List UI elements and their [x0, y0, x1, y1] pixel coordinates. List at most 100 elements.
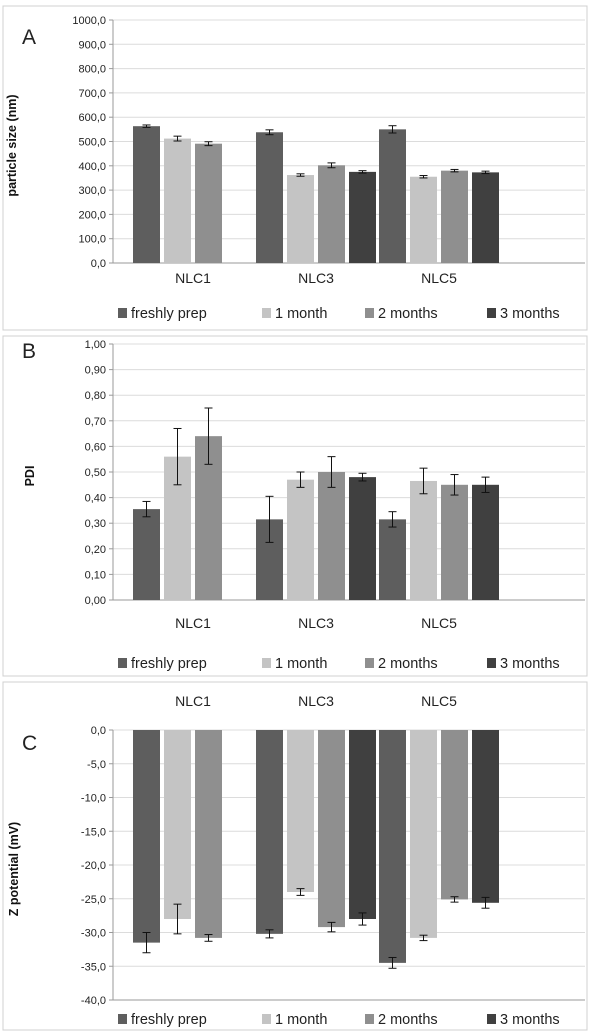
bar-1-month-nlc5: [410, 730, 437, 938]
y-tick-label: -15,0: [81, 826, 106, 838]
legend-swatch: [262, 658, 271, 668]
legend-swatch: [118, 1014, 127, 1024]
category-label: NLC3: [298, 270, 334, 286]
legend-label: 3 months: [500, 656, 560, 672]
legend-swatch: [487, 308, 496, 318]
category-label: NLC5: [421, 270, 457, 286]
bar-freshly-prep-nlc3: [256, 730, 283, 934]
bar-freshly-prep-nlc1: [133, 126, 160, 263]
legend-swatch: [365, 1014, 374, 1024]
bar-2-months-nlc3: [318, 165, 345, 263]
bar-freshly-prep-nlc1: [133, 509, 160, 600]
category-label: NLC3: [298, 693, 334, 709]
y-tick-label: 0,50: [85, 467, 106, 479]
y-tick-label: -30,0: [81, 928, 106, 940]
y-tick-label: 0,10: [85, 569, 106, 581]
bar-2-months-nlc5: [441, 730, 468, 900]
legend-label: freshly prep: [131, 656, 207, 672]
panel-frame: [2, 681, 588, 1031]
bar-3-months-nlc5: [472, 730, 499, 903]
y-tick-label: 600,0: [78, 112, 106, 124]
y-tick-label: 700,0: [78, 88, 106, 100]
y-tick-label: 100,0: [78, 234, 106, 246]
y-tick-label: -25,0: [81, 894, 106, 906]
bar-freshly-prep-nlc5: [379, 519, 406, 600]
bar-1-month-nlc3: [287, 730, 314, 892]
y-tick-label: 200,0: [78, 209, 106, 221]
category-label: NLC3: [298, 615, 334, 631]
panel-letter: A: [22, 26, 36, 49]
y-tick-label: 0,0: [91, 258, 106, 270]
legend-label: freshly prep: [131, 306, 207, 322]
legend-swatch: [262, 1014, 271, 1024]
panel-frame: [2, 335, 588, 677]
panel-letter: B: [22, 340, 36, 363]
bar-1-month-nlc1: [164, 138, 191, 263]
legend-label: 2 months: [378, 1012, 438, 1028]
category-label: NLC1: [175, 693, 211, 709]
y-axis-label: Z potential (mV): [7, 822, 21, 916]
bar-2-months-nlc5: [441, 170, 468, 263]
bar-2-months-nlc1: [195, 143, 222, 263]
chart-panel-a: A 0,0 100,0 200,0 300,0 400,0 500,0 600,0 700,0 8…: [2, 5, 588, 331]
bar-2-months-nlc1: [195, 730, 222, 938]
bar-1-month-nlc5: [410, 176, 437, 263]
bar-1-month-nlc3: [287, 175, 314, 263]
bar-1-month-nlc1: [164, 730, 191, 919]
bar-freshly-prep-nlc3: [256, 132, 283, 263]
category-label: NLC1: [175, 270, 211, 286]
bar-freshly-prep-nlc1: [133, 730, 160, 943]
y-tick-label: 0,40: [85, 493, 106, 505]
y-tick-label: 0,60: [85, 441, 106, 453]
legend-label: 1 month: [275, 306, 327, 322]
legend-label: 1 month: [275, 1012, 327, 1028]
legend-label: 2 months: [378, 306, 438, 322]
legend-swatch: [262, 308, 271, 318]
y-tick-label: 0,80: [85, 390, 106, 402]
bar-1-month-nlc3: [287, 479, 314, 600]
legend-swatch: [365, 308, 374, 318]
bar-3-months-nlc5: [472, 484, 499, 600]
y-axis-label: particle size (nm): [5, 94, 19, 196]
legend-label: 1 month: [275, 656, 327, 672]
y-tick-label: 0,30: [85, 518, 106, 530]
y-tick-label: 400,0: [78, 161, 106, 173]
y-tick-label: 300,0: [78, 185, 106, 197]
panel-letter: C: [22, 732, 37, 755]
y-tick-label: 900,0: [78, 39, 106, 51]
legend-swatch: [118, 658, 127, 668]
y-tick-label: -10,0: [81, 793, 106, 805]
category-label: NLC1: [175, 615, 211, 631]
y-tick-label: 500,0: [78, 137, 106, 149]
bar-3-months-nlc3: [349, 171, 376, 263]
y-tick-label: 0,90: [85, 365, 106, 377]
bar-freshly-prep-nlc5: [379, 730, 406, 963]
category-label: NLC5: [421, 693, 457, 709]
y-tick-label: -40,0: [81, 995, 106, 1007]
y-tick-label: -20,0: [81, 860, 106, 872]
chart-panel-b: B 0,00 0,10 0,20 0,30 0,40 0,50 0,60 0,70 0,80 0,9…: [2, 335, 588, 677]
legend-label: 3 months: [500, 1012, 560, 1028]
y-tick-label: 0,70: [85, 416, 106, 428]
bar-2-months-nlc5: [441, 484, 468, 600]
bar-freshly-prep-nlc5: [379, 129, 406, 263]
y-tick-label: 0,0: [91, 725, 106, 737]
y-tick-label: -35,0: [81, 961, 106, 973]
y-tick-label: 0,20: [85, 544, 106, 556]
bar-2-months-nlc3: [318, 472, 345, 600]
bar-1-month-nlc5: [410, 480, 437, 600]
bar-2-months-nlc3: [318, 730, 345, 928]
legend-swatch: [365, 658, 374, 668]
bar-3-months-nlc3: [349, 730, 376, 919]
y-axis-label: PDI: [23, 466, 37, 487]
y-tick-label: 1000,0: [72, 15, 106, 27]
chart-panel-c: C 0,0 -5,0 -10,0 -15,0 -20,0 -25,0 -30,0 -35,0 -4…: [2, 681, 588, 1031]
panel-frame: [2, 5, 588, 331]
legend-label: 3 months: [500, 306, 560, 322]
bar-3-months-nlc5: [472, 172, 499, 263]
legend-swatch: [118, 308, 127, 318]
y-tick-label: -5,0: [87, 759, 106, 771]
legend-label: 2 months: [378, 656, 438, 672]
y-tick-label: 800,0: [78, 64, 106, 76]
y-tick-label: 0,00: [85, 595, 106, 607]
